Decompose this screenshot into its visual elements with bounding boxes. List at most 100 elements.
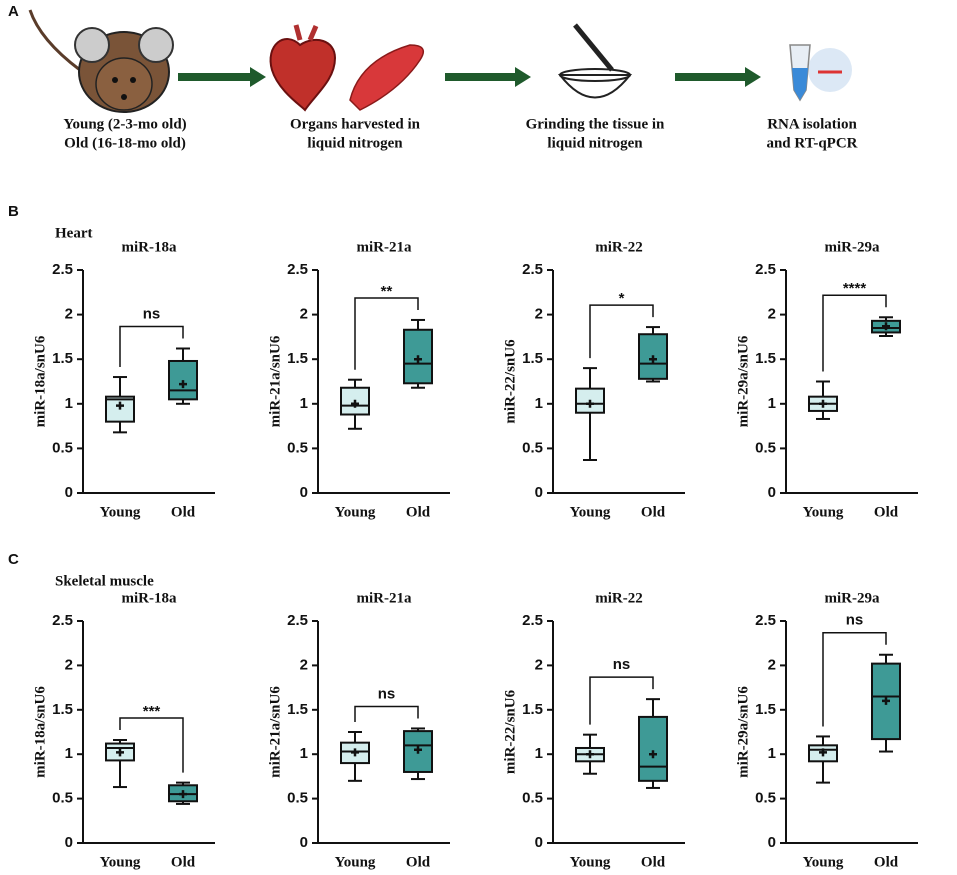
chart-title: miR-22 <box>595 239 643 255</box>
step-label: Young (2-3-mo old) <box>63 116 186 132</box>
y-tick-label: 2 <box>535 306 543 323</box>
x-tick-label: Young <box>570 854 611 870</box>
step-label: Old (16-18-mo old) <box>64 135 186 151</box>
y-tick-label: 2 <box>300 306 308 323</box>
y-tick-label: 0.5 <box>52 790 73 807</box>
significance-bracket <box>119 325 184 368</box>
x-tick-label: Young <box>100 504 141 520</box>
y-tick-label: 1 <box>535 745 543 762</box>
mean-marker <box>414 355 422 364</box>
x-tick-label: Young <box>335 854 376 870</box>
y-tick-label: 1.5 <box>755 350 776 367</box>
step-label: Grinding the tissue in <box>526 116 665 132</box>
y-tick-label: 0.5 <box>522 439 543 456</box>
y-axis-label: miR-22/snU6 <box>502 339 518 424</box>
y-tick-label: 1 <box>768 395 776 412</box>
y-tick-label: 0 <box>65 484 73 501</box>
mean-marker <box>882 322 890 331</box>
mean-marker <box>179 380 187 389</box>
mean-marker <box>649 355 657 364</box>
y-tick-label: 0 <box>768 484 776 501</box>
chart-title: miR-18a <box>122 590 177 606</box>
x-tick-label: Old <box>874 504 899 520</box>
x-tick-label: Young <box>100 854 141 870</box>
x-tick-label: Old <box>406 854 431 870</box>
mean-marker <box>649 750 657 759</box>
y-tick-label: 1.5 <box>52 701 73 718</box>
y-tick-label: 0.5 <box>522 790 543 807</box>
y-tick-label: 0.5 <box>287 439 308 456</box>
x-tick-label: Old <box>171 504 196 520</box>
y-tick-label: 1 <box>300 745 308 762</box>
panel-label: B <box>8 203 19 220</box>
y-axis-label: miR-18a/snU6 <box>32 686 48 778</box>
step-label: liquid nitrogen <box>547 135 643 151</box>
chart-title: miR-21a <box>357 239 412 255</box>
mouse-icon <box>28 9 174 113</box>
step-label: and RT-qPCR <box>766 135 857 151</box>
y-tick-label: 0.5 <box>52 439 73 456</box>
panel-label: A <box>8 3 19 20</box>
y-tick-label: 1.5 <box>522 701 543 718</box>
y-tick-label: 2 <box>535 656 543 673</box>
chart-title: miR-22 <box>595 590 643 606</box>
y-tick-label: 0 <box>535 834 543 851</box>
mean-marker <box>351 748 359 757</box>
mean-marker <box>882 696 890 705</box>
organ-icons <box>269 24 425 112</box>
significance-bracket <box>822 294 887 372</box>
y-tick-label: 0 <box>768 834 776 851</box>
x-tick-label: Old <box>406 504 431 520</box>
significance-label: *** <box>143 703 161 720</box>
y-tick-label: 0.5 <box>755 790 776 807</box>
y-tick-label: 1.5 <box>755 701 776 718</box>
significance-label: ns <box>378 685 396 702</box>
y-tick-label: 2.5 <box>755 261 776 278</box>
significance-label: ns <box>143 305 161 322</box>
y-axis-label: miR-21a/snU6 <box>267 686 283 778</box>
chart-title: miR-21a <box>357 590 412 606</box>
y-tick-label: 2.5 <box>522 612 543 629</box>
mean-marker <box>819 748 827 757</box>
y-axis-label: miR-29a/snU6 <box>735 686 751 778</box>
y-tick-label: 0 <box>65 834 73 851</box>
y-tick-label: 2 <box>300 656 308 673</box>
x-tick-label: Old <box>641 504 666 520</box>
mortar-icon <box>557 23 633 99</box>
y-tick-label: 2.5 <box>522 261 543 278</box>
x-tick-label: Old <box>641 854 666 870</box>
significance-bracket <box>589 304 654 359</box>
box <box>638 715 668 782</box>
x-tick-label: Young <box>335 504 376 520</box>
y-tick-label: 1 <box>65 745 73 762</box>
mean-marker <box>116 401 124 410</box>
chart-title: miR-18a <box>122 239 177 255</box>
y-axis-label: miR-18a/snU6 <box>32 335 48 427</box>
step-label: liquid nitrogen <box>307 135 403 151</box>
mean-marker <box>179 790 187 799</box>
y-tick-label: 0 <box>300 484 308 501</box>
y-tick-label: 1 <box>535 395 543 412</box>
section-title: Heart <box>55 225 92 241</box>
y-tick-label: 0 <box>535 484 543 501</box>
y-tick-label: 2.5 <box>755 612 776 629</box>
significance-label: ** <box>381 283 393 300</box>
chart-title: miR-29a <box>825 590 880 606</box>
y-tick-label: 2.5 <box>287 612 308 629</box>
mean-marker <box>586 750 594 759</box>
y-tick-label: 2 <box>65 306 73 323</box>
significance-label: ns <box>846 612 864 629</box>
significance-bracket <box>822 631 887 727</box>
y-tick-label: 1.5 <box>287 701 308 718</box>
significance-bracket <box>589 676 654 725</box>
y-axis-label: miR-22/snU6 <box>502 689 518 774</box>
section-title: Skeletal muscle <box>55 573 154 589</box>
x-tick-label: Young <box>570 504 611 520</box>
significance-label: ns <box>613 656 631 673</box>
mean-marker <box>351 399 359 408</box>
significance-bracket <box>354 297 419 370</box>
y-tick-label: 1.5 <box>52 350 73 367</box>
y-tick-label: 2 <box>65 656 73 673</box>
x-tick-label: Old <box>874 854 899 870</box>
